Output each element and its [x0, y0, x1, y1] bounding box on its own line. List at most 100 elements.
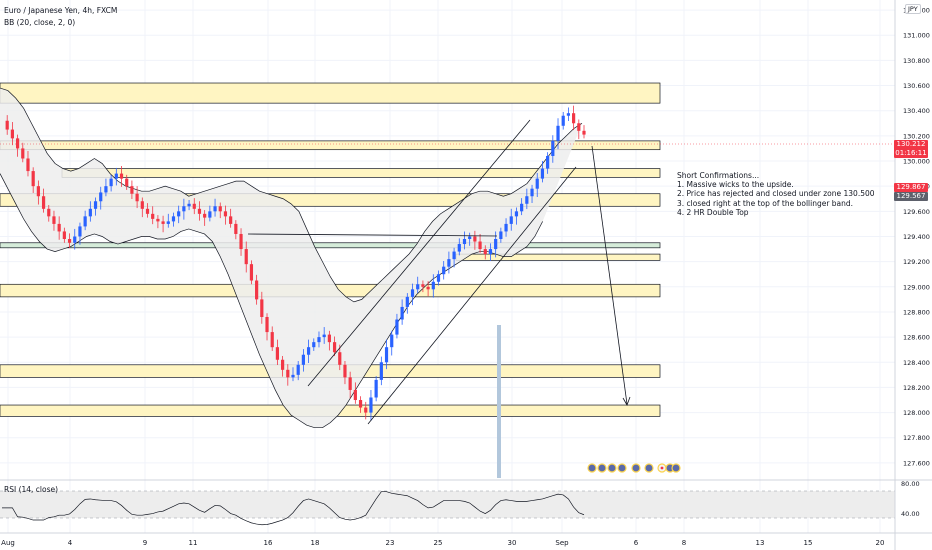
candle-body — [478, 241, 482, 250]
candle-body — [556, 125, 560, 141]
annotation-text: Short Confirmations... 1. Massive wicks … — [677, 171, 875, 217]
candle-body — [265, 316, 269, 333]
candle-body — [93, 201, 98, 209]
y-tick-label: 128.200 — [903, 384, 930, 392]
candle-body — [260, 299, 264, 317]
y-tick-label: 130.400 — [903, 107, 930, 115]
annotation-heading: Short Confirmations... — [677, 171, 760, 180]
candle-body — [306, 347, 311, 355]
candle-body — [322, 334, 326, 338]
candle-body — [348, 377, 352, 390]
candle-body — [504, 223, 508, 232]
zone-rect — [0, 140, 661, 151]
time-axis-ticks: Aug 4 9 11 16 18 23 25 30 Sep 6 8 13 15 20 — [1, 539, 884, 547]
event-icons[interactable] — [587, 463, 681, 473]
candle-body — [296, 364, 300, 375]
candle-body — [166, 221, 170, 224]
y-tick-label: 128.400 — [903, 359, 930, 367]
candle-body — [151, 213, 155, 219]
candle-body — [421, 284, 425, 287]
annotation-line: 3. closed right at the top of the bollin… — [677, 198, 854, 208]
y-tick-label: 130.600 — [903, 82, 930, 90]
candle-body — [546, 155, 550, 169]
candle-body — [400, 306, 404, 320]
currency-button[interactable]: JPY — [905, 4, 921, 14]
y-tick-label: 129.400 — [903, 233, 930, 241]
candle-body — [83, 216, 87, 227]
candle-body — [499, 231, 503, 239]
candle-body — [332, 342, 337, 353]
candle-body — [462, 239, 467, 245]
annotation-line: 2. Price has rejected and closed under z… — [677, 189, 875, 199]
annotation-line: 1. Massive wicks to the upside. — [677, 180, 794, 190]
candle-body — [577, 123, 581, 131]
candle-body — [509, 216, 513, 224]
candle-body — [171, 216, 176, 222]
candle-body — [514, 211, 519, 217]
candle-body — [317, 337, 321, 343]
bb-indicator-label: BB (20, close, 2, 0) — [4, 18, 76, 27]
bollinger-bands — [0, 87, 583, 429]
candle-body — [535, 178, 539, 189]
y-tick-label: 128.000 — [903, 409, 930, 417]
rsi-tick-80: 80.00 — [901, 480, 920, 488]
candle-body — [88, 208, 92, 217]
candle-body — [520, 203, 524, 212]
candle-body — [213, 206, 217, 212]
candle-body — [156, 218, 160, 222]
candle-body — [530, 188, 534, 197]
x-tick-label: 11 — [189, 539, 198, 547]
candle-body — [312, 342, 316, 348]
candle-body — [104, 186, 108, 193]
candle-body — [145, 208, 150, 214]
candle-body — [353, 389, 357, 401]
candle-body — [41, 196, 46, 209]
x-tick-label: 4 — [68, 539, 73, 547]
candle-body — [140, 201, 144, 209]
candle-body — [255, 280, 259, 300]
y-tick-label: 129.600 — [903, 208, 930, 216]
candle-body — [374, 379, 378, 398]
candle-body — [281, 359, 285, 370]
x-tick-label: 6 — [634, 539, 639, 547]
candle-body — [384, 347, 389, 363]
y-tick-label: 128.600 — [903, 334, 930, 342]
candle-body — [5, 120, 9, 130]
candle-body — [327, 334, 331, 343]
candle-body — [67, 239, 72, 243]
candle-body — [26, 158, 30, 172]
candle-body — [447, 259, 451, 267]
candle-body — [369, 397, 373, 413]
candle-body — [197, 208, 202, 214]
trend-channel — [247, 119, 577, 425]
price-tag-3: 129.567 — [894, 192, 928, 201]
candle-body — [452, 251, 456, 260]
candle-body — [203, 213, 207, 218]
candle-body — [442, 266, 446, 275]
candle-body — [62, 231, 66, 239]
channel-upper-line — [307, 119, 531, 387]
candle-body — [161, 221, 165, 224]
candle-body — [468, 236, 472, 239]
candle-body — [36, 186, 40, 197]
candle-body — [47, 208, 51, 217]
candle-body — [483, 249, 487, 255]
channel-lower-line — [367, 166, 577, 425]
candle-body — [582, 130, 586, 135]
candle-body — [494, 239, 498, 250]
candle-body — [488, 249, 493, 255]
rsi-band — [0, 491, 895, 518]
candle-body — [270, 332, 274, 348]
y-tick-label: 130.800 — [903, 57, 930, 65]
rsi-tick-40: 40.00 — [901, 510, 920, 518]
candle-body — [426, 286, 430, 290]
candle-body — [244, 249, 248, 265]
candle-body — [436, 274, 441, 282]
candle-body — [234, 223, 238, 234]
candlestick-series — [5, 105, 586, 421]
y-tick-label: 129.200 — [903, 258, 930, 266]
x-tick-label: 15 — [804, 539, 813, 547]
y-tick-label: 130.200 — [903, 132, 930, 140]
candle-body — [119, 173, 124, 179]
